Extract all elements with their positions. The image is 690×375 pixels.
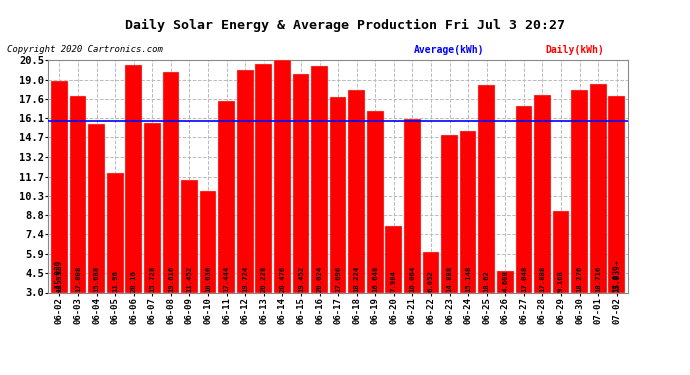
Bar [515, 106, 532, 292]
Text: 15.939→: 15.939→ [612, 260, 621, 292]
Text: 16.064: 16.064 [409, 266, 415, 292]
Bar [144, 123, 161, 292]
Text: 4.608: 4.608 [502, 270, 509, 292]
Text: 18.716: 18.716 [595, 266, 601, 292]
Text: Daily Solar Energy & Average Production Fri Jul 3 20:27: Daily Solar Energy & Average Production … [125, 19, 565, 32]
Text: 17.8: 17.8 [613, 274, 620, 292]
Bar [199, 191, 217, 292]
Text: 18.224: 18.224 [354, 266, 359, 292]
Text: 17.696: 17.696 [335, 266, 341, 292]
Text: 19.616: 19.616 [168, 266, 174, 292]
Bar [441, 135, 458, 292]
Bar [218, 100, 235, 292]
Bar [497, 271, 513, 292]
Text: 18.276: 18.276 [577, 266, 582, 292]
Bar [255, 64, 272, 292]
Bar [163, 72, 179, 292]
Text: 10.636: 10.636 [205, 266, 211, 292]
Bar [51, 81, 68, 292]
Text: 20.476: 20.476 [279, 266, 286, 292]
Text: Daily(kWh): Daily(kWh) [545, 45, 604, 55]
Text: 17.048: 17.048 [521, 266, 527, 292]
Bar [609, 96, 625, 292]
Text: 17.808: 17.808 [75, 266, 81, 292]
Bar [422, 252, 440, 292]
Bar [571, 90, 588, 292]
Text: 20.024: 20.024 [317, 266, 322, 292]
Text: Copyright 2020 Cartronics.com: Copyright 2020 Cartronics.com [7, 45, 163, 54]
Bar [237, 70, 254, 292]
Text: 20.16: 20.16 [130, 270, 137, 292]
Text: 15.148: 15.148 [465, 266, 471, 292]
Bar [330, 97, 346, 292]
Bar [460, 131, 477, 292]
Bar [386, 226, 402, 292]
Text: 15.728: 15.728 [149, 266, 155, 292]
Bar [311, 66, 328, 292]
Bar [404, 119, 421, 292]
Bar [274, 60, 290, 292]
Bar [534, 95, 551, 292]
Text: 15.688: 15.688 [94, 266, 99, 292]
Text: 6.052: 6.052 [428, 270, 434, 292]
Bar [590, 84, 607, 292]
Text: 16.648: 16.648 [372, 266, 378, 292]
Bar [126, 64, 142, 292]
Text: 17.444: 17.444 [224, 266, 230, 292]
Bar [367, 111, 384, 292]
Bar [107, 174, 124, 292]
Text: 7.984: 7.984 [391, 270, 397, 292]
Text: 9.168: 9.168 [558, 270, 564, 292]
Text: 11.96: 11.96 [112, 270, 118, 292]
Bar [348, 90, 365, 292]
Text: 19.724: 19.724 [242, 266, 248, 292]
Text: 17.888: 17.888 [540, 266, 546, 292]
Bar [293, 74, 309, 292]
Bar [478, 85, 495, 292]
Bar [553, 210, 569, 292]
Text: ←15.939: ←15.939 [55, 260, 64, 292]
Bar [181, 180, 198, 292]
Text: 18.932: 18.932 [57, 266, 63, 292]
Text: 11.452: 11.452 [186, 266, 193, 292]
Text: 14.888: 14.888 [446, 266, 453, 292]
Bar [88, 124, 105, 292]
Text: 20.228: 20.228 [261, 266, 267, 292]
Bar [70, 96, 86, 292]
Text: 19.452: 19.452 [298, 266, 304, 292]
Text: Average(kWh): Average(kWh) [414, 45, 484, 55]
Text: 18.62: 18.62 [484, 270, 490, 292]
